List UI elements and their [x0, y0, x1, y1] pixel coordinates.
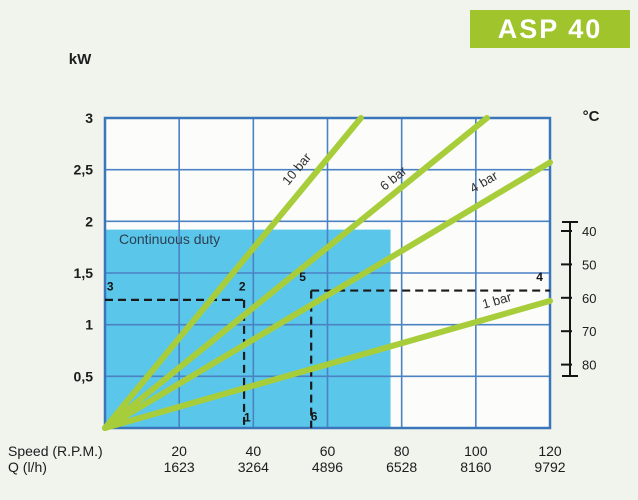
temperature-tick-label: 70: [582, 324, 596, 339]
y-axis-tick-label: 1,5: [74, 265, 94, 281]
pressure-line-10-bar: [102, 115, 364, 431]
right-axis-unit-label: °C: [582, 108, 600, 125]
speed-tick-label: 20: [171, 443, 187, 459]
speed-tick-label: 120: [538, 443, 562, 459]
plot-border: [103, 116, 552, 430]
flow-tick-label: 4896: [312, 459, 343, 475]
speed-tick-label: 100: [464, 443, 488, 459]
continuous-duty-region: [105, 229, 391, 428]
left-axis-unit-label: kW: [68, 51, 92, 68]
flow-tick-label: 3264: [238, 459, 269, 475]
point-marker-4: 4: [536, 270, 543, 284]
y-axis-tick-label: 2,5: [74, 162, 94, 178]
flow-tick-label: 8160: [460, 459, 491, 475]
temperature-tick-label: 40: [582, 224, 596, 239]
y-axis-tick-label: 1: [85, 317, 93, 333]
flow-tick-label: 1623: [164, 459, 195, 475]
speed-tick-label: 80: [394, 443, 410, 459]
x-axis-flow-label: Q (l/h): [8, 459, 47, 475]
point-marker-3: 3: [107, 279, 114, 293]
temperature-tick-label: 80: [582, 358, 596, 373]
y-axis-tick-label: 0,5: [74, 368, 94, 384]
speed-tick-label: 40: [246, 443, 262, 459]
flow-tick-label: 9792: [534, 459, 565, 475]
model-badge: ASP 40: [470, 10, 630, 48]
point-marker-1: 1: [244, 411, 251, 425]
temperature-tick-label: 50: [582, 257, 596, 272]
point-marker-5: 5: [299, 270, 306, 284]
y-axis-tick-label: 3: [85, 110, 93, 126]
speed-tick-label: 60: [320, 443, 336, 459]
temperature-scale: [561, 221, 578, 377]
point-marker-2: 2: [239, 279, 246, 293]
x-axis-speed-label: Speed (R.P.M.): [8, 443, 103, 459]
pressure-line-1-bar: [102, 297, 553, 431]
continuous-duty-label: Continuous duty: [119, 231, 221, 247]
flow-tick-label: 6528: [386, 459, 417, 475]
point-marker-6: 6: [311, 410, 318, 424]
temperature-tick-label: 60: [582, 291, 596, 306]
y-axis-tick-label: 2: [85, 213, 93, 229]
pressure-line-4-bar: [102, 159, 553, 431]
pressure-line-6-bar: [102, 115, 490, 431]
